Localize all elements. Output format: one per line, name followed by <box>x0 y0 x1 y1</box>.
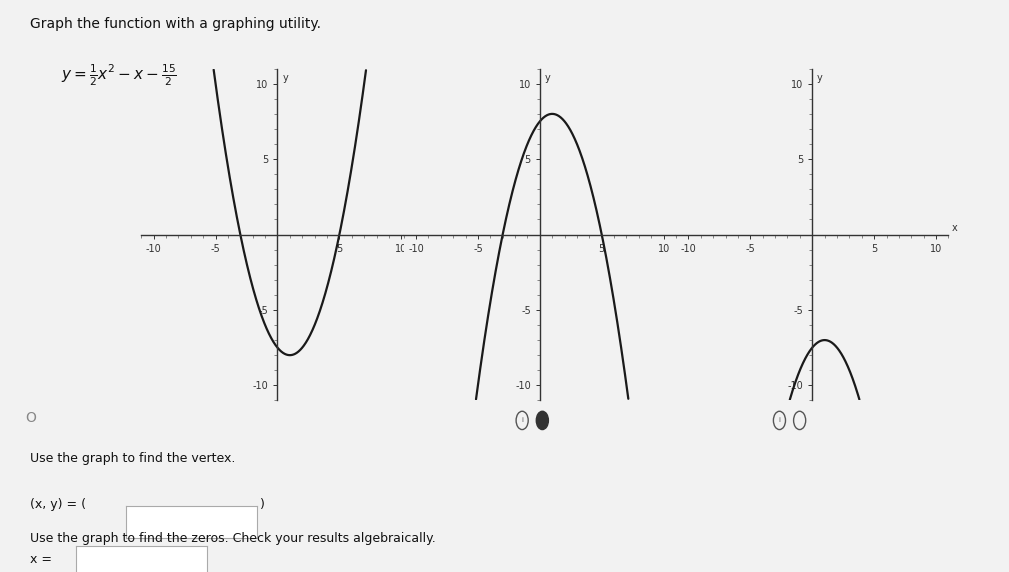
Circle shape <box>537 411 549 430</box>
Text: x: x <box>680 224 685 233</box>
Text: ): ) <box>260 498 265 511</box>
Text: O: O <box>25 411 35 424</box>
Text: y: y <box>545 73 551 83</box>
Text: y: y <box>817 73 823 83</box>
Text: Graph the function with a graphing utility.: Graph the function with a graphing utili… <box>30 17 321 31</box>
Text: i: i <box>522 418 523 423</box>
Text: x: x <box>952 224 958 233</box>
Text: i: i <box>779 418 780 423</box>
Text: y: y <box>283 73 289 83</box>
Text: x: x <box>418 224 423 233</box>
Text: (x, y) = (: (x, y) = ( <box>30 498 87 511</box>
Text: Use the graph to find the vertex.: Use the graph to find the vertex. <box>30 452 236 465</box>
Text: x =: x = <box>30 553 57 566</box>
Text: $y = \frac{1}{2}x^2 - x - \frac{15}{2}$: $y = \frac{1}{2}x^2 - x - \frac{15}{2}$ <box>61 63 177 89</box>
Text: Use the graph to find the zeros. Check your results algebraically.: Use the graph to find the zeros. Check y… <box>30 532 436 545</box>
